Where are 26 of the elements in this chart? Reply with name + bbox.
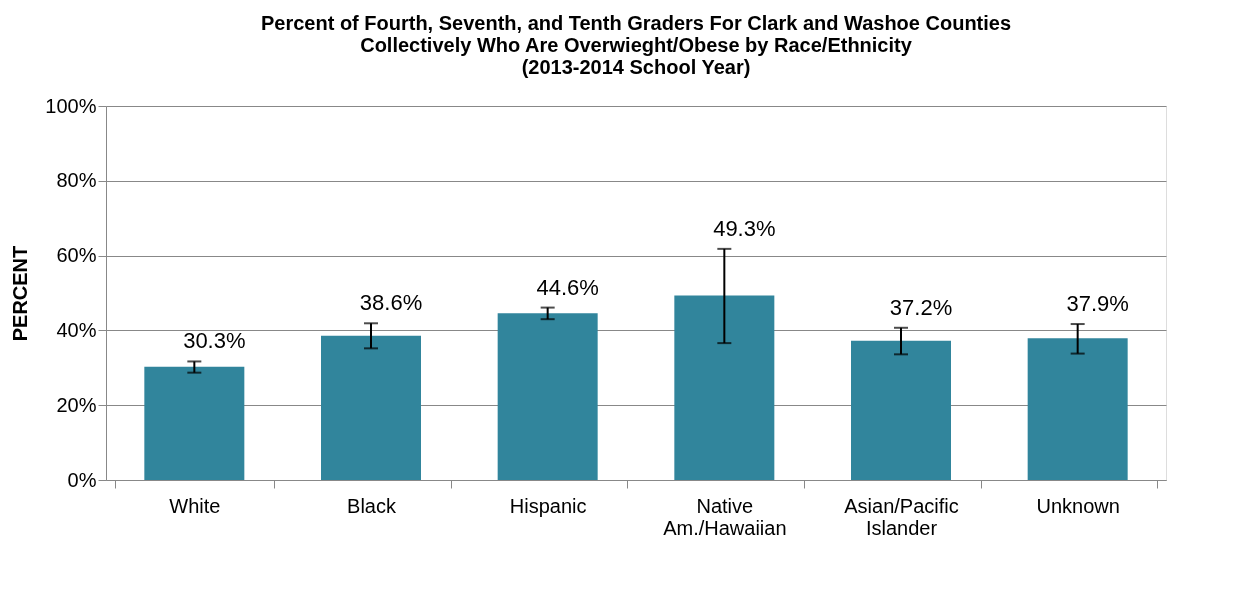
data-label: 30.3% [183,328,246,354]
data-label: 37.9% [1066,291,1129,317]
x-tick-label: White [169,494,221,517]
data-label: 37.2% [889,294,953,320]
bar [851,340,951,480]
y-tick-label: 100% [45,94,97,117]
bar [321,335,421,480]
bar [1027,338,1128,480]
data-label: 49.3% [713,215,776,241]
bar [144,366,245,480]
y-tick-label: 60% [56,244,97,267]
x-tick-label: Asian/Pacific Islander [844,494,959,539]
x-tick-label: Unknown [1036,494,1120,517]
y-tick-label: 20% [56,393,97,416]
y-axis-title: PERCENT [9,245,32,342]
y-tick-label: 40% [56,318,97,341]
data-label: 38.6% [359,290,423,316]
chart-title: Percent of Fourth, Seventh, and Tenth Graders For Clark and Washoe Counties Collectively Who Are Overwieght/Obese by Race/Ethnicity (2013-2014 School Year) [260,12,1012,78]
x-tick-label: Hispanic [509,494,587,517]
data-label: 44.6% [536,274,599,300]
x-tick-label: Native Am./Hawaiian [663,494,787,539]
y-tick-label: 0% [67,468,97,491]
bar [674,295,775,480]
y-tick-label: 80% [56,169,97,192]
bar [497,313,598,480]
x-tick-label: Black [347,494,397,517]
